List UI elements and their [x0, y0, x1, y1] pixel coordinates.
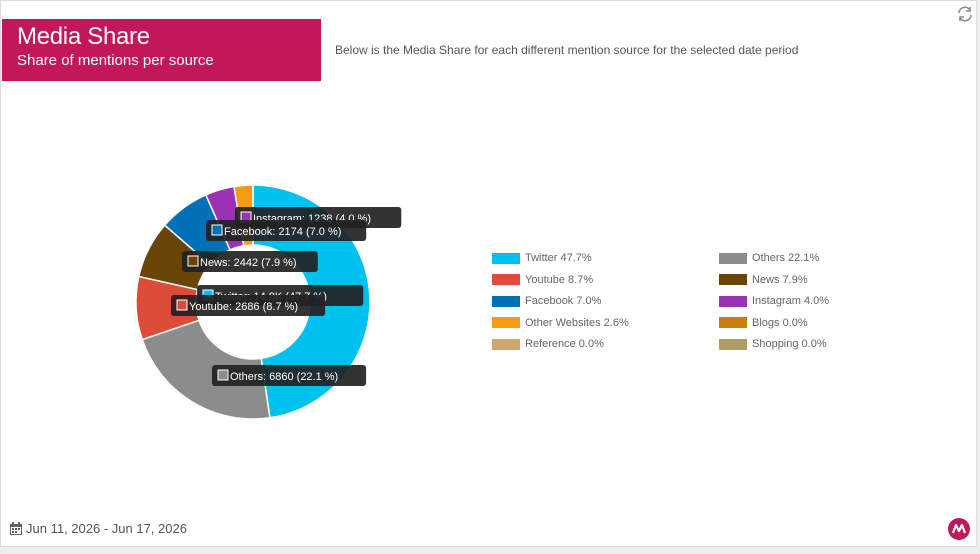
legend-label: Youtube 8.7%: [525, 273, 594, 286]
page-title: Media Share: [17, 23, 150, 50]
calendar-icon: [10, 521, 22, 535]
tooltip-background: [206, 220, 367, 241]
legend-item[interactable]: Facebook 7.0%: [492, 295, 601, 307]
page-subtitle: Share of mentions per source: [17, 52, 214, 69]
tooltip-youtube: Youtube: 2686 (8.7 %): [171, 295, 326, 316]
tooltip-text: Facebook: 2174 (7.0 %): [224, 226, 341, 238]
tooltip-others: Others: 6860 (22.1 %): [212, 365, 367, 386]
tooltip-news: News: 2442 (7.9 %): [182, 251, 318, 272]
donut-chart: Instagram: 1238 (4.0 %)Facebook: 2174 (7…: [135, 184, 402, 420]
legend-item[interactable]: Youtube 8.7%: [492, 274, 593, 286]
legend-label: Shopping 0.0%: [752, 338, 827, 350]
legend-item[interactable]: News 7.9%: [719, 274, 808, 286]
legend-label: Facebook 7.0%: [525, 295, 602, 307]
chart-description: Below is the Media Share for each differ…: [335, 43, 799, 57]
legend-label: News 7.9%: [752, 273, 808, 286]
donut-slice-others[interactable]: [141, 319, 271, 420]
tooltip-background: [182, 251, 318, 272]
legend-swatch: [492, 317, 520, 328]
tooltip-facebook: Facebook: 2174 (7.0 %): [206, 220, 367, 241]
date-range-text: Jun 11, 2026 - Jun 17, 2026: [26, 521, 187, 536]
legend-label: Other Websites 2.6%: [525, 316, 629, 329]
legend-label: Reference 0.0%: [525, 338, 604, 350]
legend-label: Twitter 47.7%: [525, 252, 592, 264]
legend-item[interactable]: Blogs 0.0%: [719, 317, 808, 329]
legend-swatch: [719, 295, 747, 307]
tooltip-swatch: [187, 255, 199, 267]
legend-swatch: [492, 252, 520, 264]
legend-swatch: [492, 274, 520, 285]
legend-item[interactable]: Instagram 4.0%: [719, 295, 829, 307]
legend-label: Instagram 4.0%: [752, 295, 830, 307]
legend-swatch: [719, 274, 747, 285]
legend-item[interactable]: Reference 0.0%: [492, 338, 604, 350]
date-range: Jun 11, 2026 - Jun 17, 2026: [9, 521, 187, 536]
tooltip-swatch: [176, 299, 188, 311]
tooltip-text: News: 2442 (7.9 %): [200, 257, 297, 269]
tooltip-text: Others: 6860 (22.1 %): [230, 371, 338, 383]
tooltip-swatch: [217, 369, 229, 381]
legend-swatch: [492, 338, 520, 350]
legend-swatch: [492, 295, 520, 307]
legend-label: Others 22.1%: [752, 252, 820, 264]
legend-item[interactable]: Twitter 47.7%: [492, 252, 592, 264]
tooltip-text: Youtube: 2686 (8.7 %): [189, 301, 298, 313]
legend-swatch: [719, 317, 747, 328]
tooltip-background: [212, 365, 367, 386]
legend-item[interactable]: Others 22.1%: [719, 252, 819, 264]
brand-logo-icon: [948, 518, 970, 540]
legend-item[interactable]: Shopping 0.0%: [719, 338, 827, 350]
refresh-icon[interactable]: [956, 5, 974, 23]
title-block: Media Share Share of mentions per source: [2, 19, 321, 81]
tooltip-swatch: [211, 224, 223, 236]
legend-label: Blogs 0.0%: [752, 316, 808, 329]
legend-swatch: [719, 338, 747, 350]
legend-swatch: [719, 252, 747, 264]
legend-item[interactable]: Other Websites 2.6%: [492, 317, 629, 329]
tooltip-background: [171, 295, 326, 316]
